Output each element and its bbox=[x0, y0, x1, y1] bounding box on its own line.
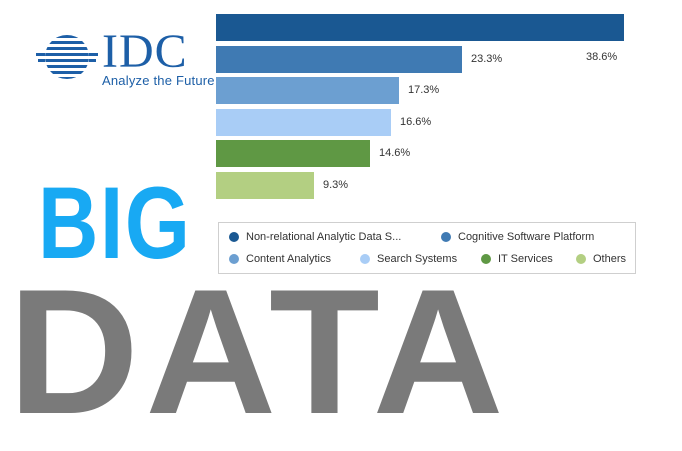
bar-value-label: 9.3% bbox=[323, 179, 349, 191]
big-headline: BIG bbox=[38, 166, 192, 280]
idc-tagline: Analyze the Future bbox=[102, 73, 215, 88]
legend-label: IT Services bbox=[498, 253, 553, 265]
idc-logo: IDC Analyze the Future bbox=[36, 26, 215, 90]
bar-3 bbox=[216, 77, 399, 104]
bar-4 bbox=[216, 109, 391, 136]
legend-item: Non-relational Analytic Data S... bbox=[229, 231, 401, 243]
bar-6 bbox=[216, 172, 314, 199]
legend-label: Others bbox=[593, 253, 627, 265]
bar-value-label: 14.6% bbox=[379, 147, 411, 159]
chart-legend: Non-relational Analytic Data S... Cogniti… bbox=[218, 222, 636, 274]
market-share-bar-chart: 38.6% 23.3% 17.3% 16.6% 14.6% 9.3% bbox=[216, 14, 646, 214]
bar-value-label: 38.6% bbox=[586, 51, 618, 63]
bar-value-label: 16.6% bbox=[400, 116, 432, 128]
legend-swatch bbox=[576, 254, 586, 264]
legend-item: IT Services bbox=[481, 253, 553, 265]
bar-value-label: 23.3% bbox=[471, 53, 503, 65]
legend-swatch bbox=[481, 254, 491, 264]
legend-label: Cognitive Software Platform bbox=[458, 231, 595, 243]
bar-value-label: 17.3% bbox=[408, 84, 440, 96]
legend-item: Cognitive Software Platform bbox=[441, 231, 594, 243]
legend-swatch bbox=[229, 232, 239, 242]
legend-swatch bbox=[229, 254, 239, 264]
bar-5 bbox=[216, 140, 370, 167]
legend-item: Search Systems bbox=[360, 253, 457, 265]
bar-2 bbox=[216, 46, 462, 73]
idc-wordmark: IDC bbox=[102, 25, 188, 78]
legend-label: Content Analytics bbox=[246, 253, 331, 265]
bar-1 bbox=[216, 14, 624, 41]
legend-item: Others bbox=[576, 253, 626, 265]
data-headline: DATA bbox=[8, 252, 510, 451]
legend-label: Non-relational Analytic Data S... bbox=[246, 231, 402, 243]
idc-globe-icon bbox=[36, 35, 98, 79]
legend-swatch bbox=[360, 254, 370, 264]
legend-label: Search Systems bbox=[377, 253, 458, 265]
legend-swatch bbox=[441, 232, 451, 242]
legend-item: Content Analytics bbox=[229, 253, 331, 265]
